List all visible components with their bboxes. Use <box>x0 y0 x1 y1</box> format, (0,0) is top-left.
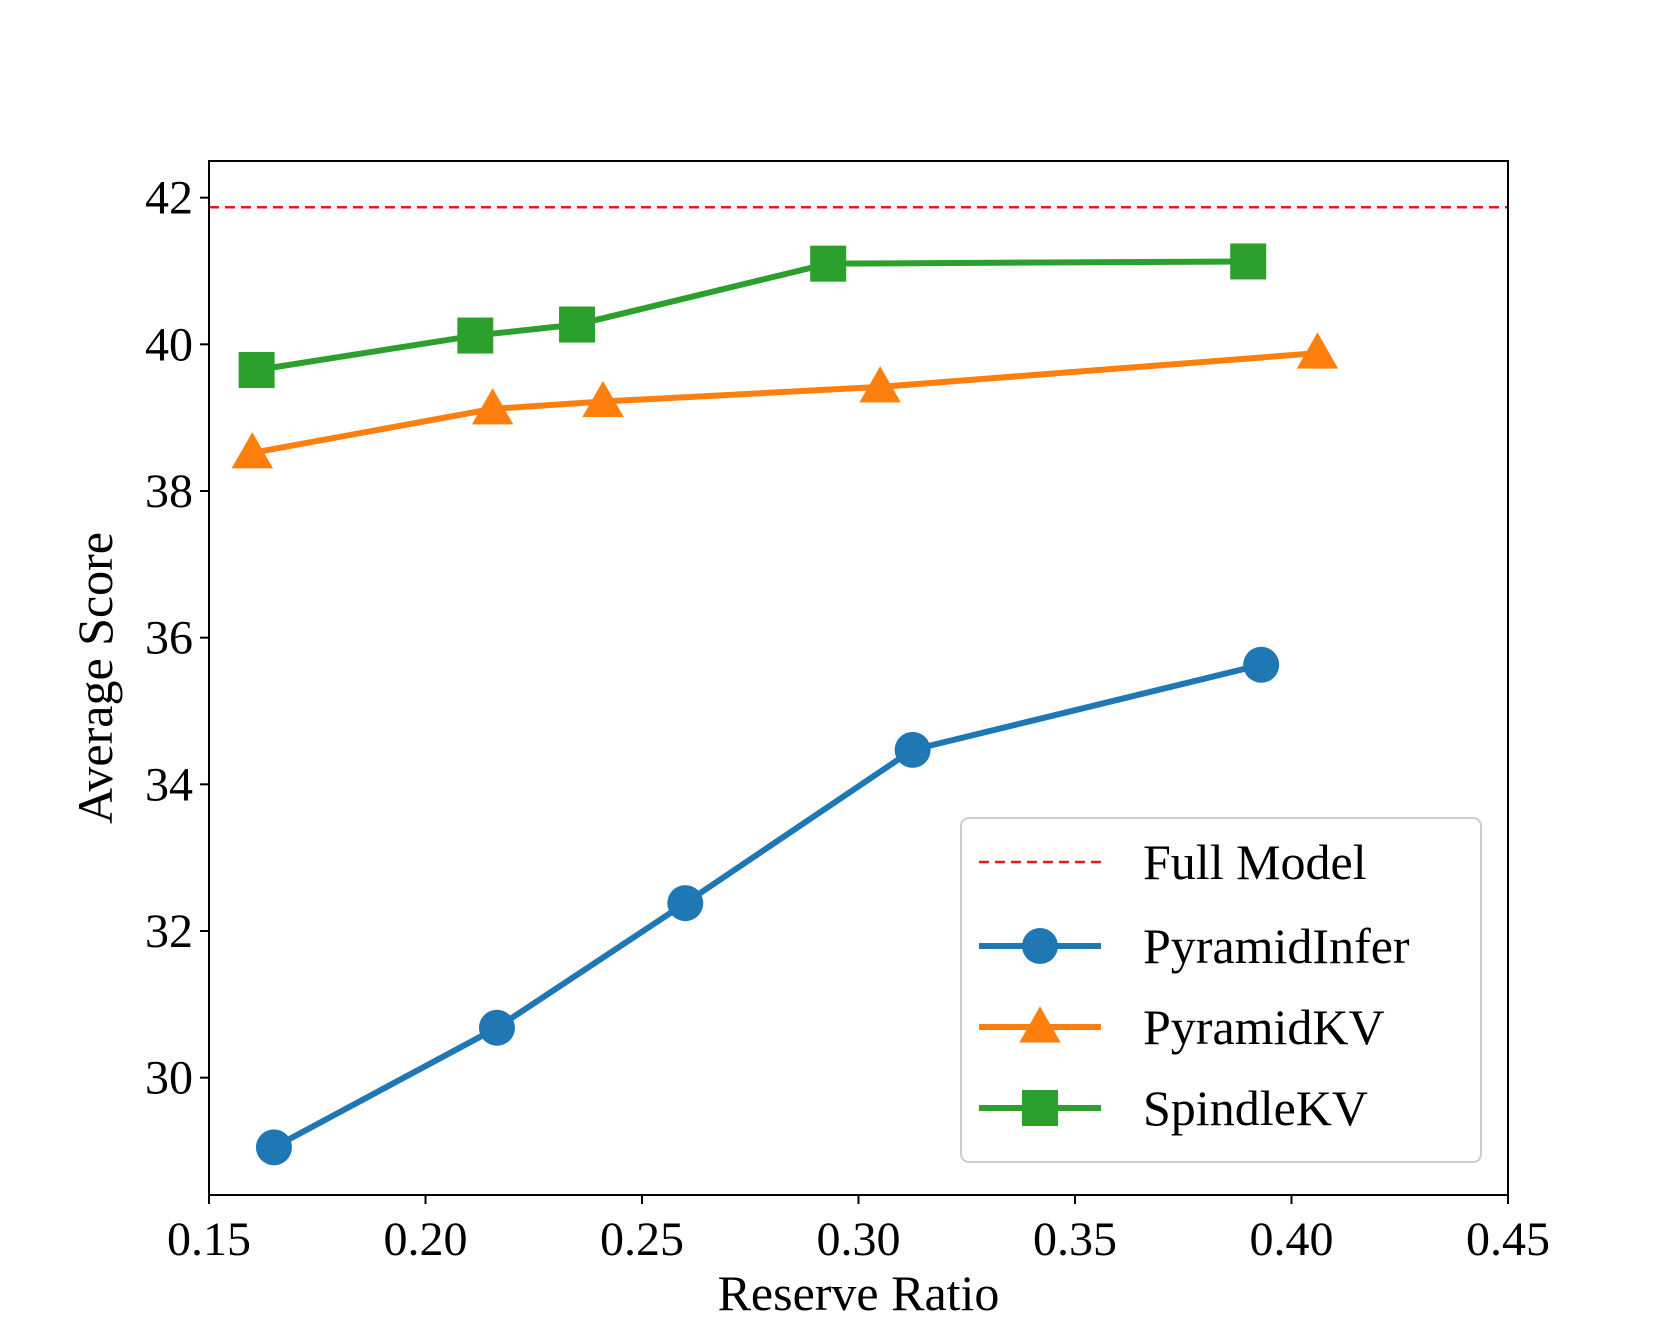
plot-area <box>209 205 1508 1166</box>
x-axis-label: Reserve Ratio <box>718 1265 1000 1321</box>
pyramidinfer-point <box>667 885 704 922</box>
pyramidkv-line <box>251 350 1318 456</box>
legend-full-model-label: Full Model <box>1143 834 1367 890</box>
legend-spindlekv-marker <box>1022 1090 1058 1126</box>
pyramidkv-point <box>1296 332 1339 369</box>
y-tick-label: 34 <box>145 758 193 811</box>
y-tick-label: 36 <box>145 612 193 665</box>
y-tick-label: 40 <box>145 318 193 371</box>
y-tick-label: 30 <box>145 1052 193 1105</box>
y-axis-label: Average Score <box>67 532 123 824</box>
pyramidkv-point <box>231 432 273 469</box>
x-tick-label: 0.25 <box>600 1213 684 1266</box>
y-tick-label: 32 <box>145 905 193 958</box>
pyramidkv-point <box>582 380 624 418</box>
legend-pyramidkv-label: PyramidKV <box>1143 999 1385 1055</box>
x-axis: 0.15 0.20 0.25 0.30 0.35 0.40 0.45 <box>167 1195 1550 1266</box>
spindlekv-point <box>559 306 596 343</box>
spindlekv-point <box>810 245 847 282</box>
y-tick-label: 42 <box>145 172 193 225</box>
legend-box <box>960 817 1482 1163</box>
spindlekv-point <box>1230 243 1267 280</box>
x-tick-label: 0.35 <box>1033 1213 1117 1266</box>
x-tick-label: 0.40 <box>1250 1213 1334 1266</box>
pyramidinfer-point <box>894 731 931 768</box>
y-tick-label: 38 <box>145 465 193 518</box>
legend-pyramidkv-marker <box>1019 1006 1061 1043</box>
spindlekv-point <box>238 352 275 388</box>
legend: Full Model PyramidInfer PyramidKV SpindleKV <box>960 817 1482 1163</box>
pyramidinfer-point <box>478 1009 515 1046</box>
x-tick-label: 0.20 <box>384 1213 468 1266</box>
x-tick-label: 0.45 <box>1466 1213 1550 1266</box>
pyramidinfer-point <box>255 1129 292 1166</box>
legend-spindlekv-label: SpindleKV <box>1143 1080 1368 1136</box>
spindlekv-line <box>256 258 1249 373</box>
y-axis: 30 32 34 36 38 40 42 <box>145 172 209 1105</box>
x-tick-label: 0.30 <box>817 1213 901 1266</box>
legend-pyramidinfer-label: PyramidInfer <box>1143 918 1410 974</box>
x-tick-label: 0.15 <box>167 1213 251 1266</box>
spindlekv-point <box>457 317 494 354</box>
pyramidkv-point <box>471 388 514 425</box>
pyramidkv-point <box>859 366 901 403</box>
pyramidinfer-point <box>1243 646 1280 683</box>
legend-pyramidinfer-marker <box>1022 928 1058 964</box>
